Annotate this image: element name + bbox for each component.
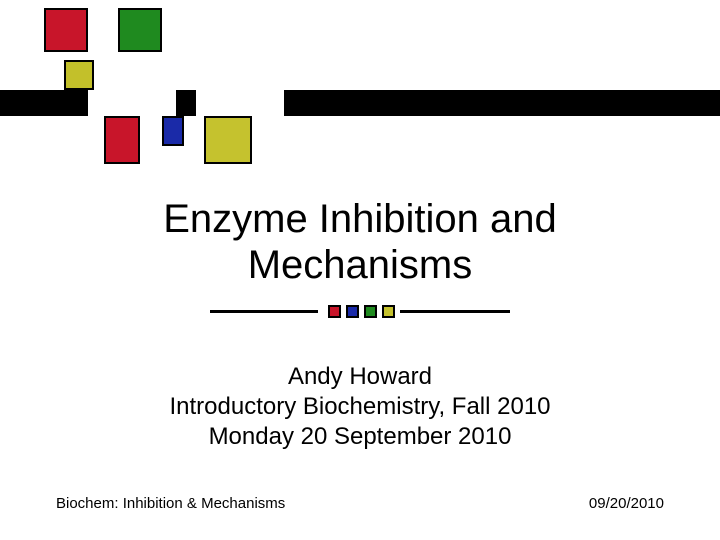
subtitle-line-1: Andy Howard <box>288 363 432 390</box>
subtitle-line-3: Monday 20 September 2010 <box>209 423 512 450</box>
slide: Enzyme Inhibition and Mechanisms Andy Ho… <box>0 0 720 540</box>
divider-square <box>328 305 341 318</box>
divider-square <box>346 305 359 318</box>
title-line-1: Enzyme Inhibition and <box>163 197 557 241</box>
subtitle-line-2: Introductory Biochemistry, Fall 2010 <box>169 393 550 420</box>
footer-left: Biochem: Inhibition & Mechanisms <box>56 495 285 512</box>
divider-square <box>382 305 395 318</box>
divider-line-right <box>400 310 510 313</box>
title-divider <box>210 304 510 320</box>
deco-block-top-green <box>118 8 162 52</box>
header-bar-cutout <box>88 90 176 116</box>
divider-square <box>364 305 377 318</box>
footer-right: 09/20/2010 <box>589 495 664 512</box>
header-bar-cutout <box>196 90 284 116</box>
deco-block-top-red <box>44 8 88 52</box>
title-line-2: Mechanisms <box>248 243 473 287</box>
divider-line-left <box>210 310 318 313</box>
deco-block-bot-blue <box>162 116 184 146</box>
page-title: Enzyme Inhibition and Mechanisms <box>0 196 720 288</box>
subtitle: Andy Howard Introductory Biochemistry, F… <box>0 362 720 452</box>
deco-block-mid-olive <box>64 60 94 90</box>
deco-block-bot-olive <box>204 116 252 164</box>
deco-block-bot-red <box>104 116 140 164</box>
